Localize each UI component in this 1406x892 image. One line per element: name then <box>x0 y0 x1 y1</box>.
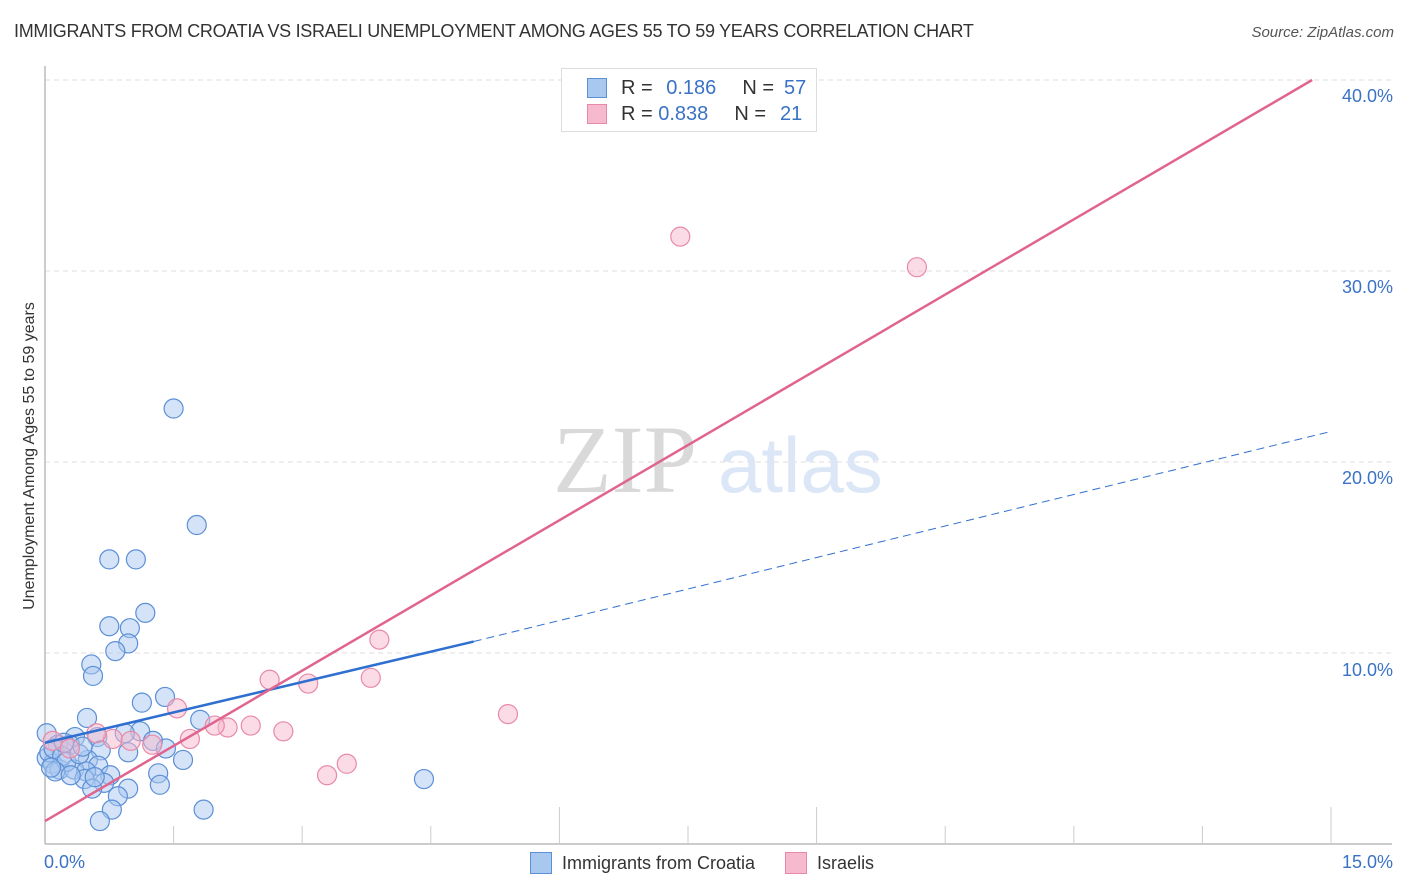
legend-label: Immigrants from Croatia <box>562 852 756 873</box>
data-point <box>273 721 294 742</box>
r-value: 0.186 <box>666 76 717 99</box>
series-legend: Immigrants from Croatia Israelis <box>530 852 904 874</box>
data-point <box>316 765 338 786</box>
chart-title: IMMIGRANTS FROM CROATIA VS ISRAELI UNEMP… <box>14 21 974 41</box>
data-point <box>360 667 381 688</box>
legend-item-israelis[interactable]: Israelis <box>785 852 874 874</box>
swatch-blue-icon <box>587 78 607 98</box>
legend-row-croatia: R = 0.186 N = 57 <box>587 76 806 100</box>
data-point <box>240 715 261 736</box>
legend-label: Israelis <box>817 852 875 873</box>
swatch-pink-icon <box>785 852 808 874</box>
data-point <box>76 707 98 729</box>
data-point <box>204 715 225 736</box>
x-tick-0: 0.0% <box>44 852 86 872</box>
n-label: N = <box>734 102 766 125</box>
y-tick-40: 40.0% <box>1341 86 1393 106</box>
source-credit: Source: ZipAtlas.com <box>1251 24 1394 41</box>
n-label: N = <box>742 76 774 99</box>
data-point <box>193 799 214 820</box>
y-axis-label: Unemployment Among Ages 55 to 59 years <box>21 302 38 610</box>
data-point <box>413 768 435 790</box>
data-point <box>99 549 120 570</box>
data-point <box>142 734 163 755</box>
data-point <box>298 673 319 694</box>
data-point <box>40 757 62 778</box>
data-point <box>149 774 170 795</box>
data-point <box>84 767 105 788</box>
y-tick-30: 30.0% <box>1341 277 1393 297</box>
data-point <box>497 704 519 725</box>
trend-lines <box>44 78 1332 823</box>
data-point <box>336 753 357 774</box>
r-label: R = <box>621 76 653 99</box>
swatch-blue-icon <box>530 852 552 874</box>
y-tick-20: 20.0% <box>1341 468 1393 488</box>
data-point <box>670 226 691 247</box>
n-value: 21 <box>780 102 803 125</box>
gridlines <box>45 79 1392 654</box>
x-tick-15: 15.0% <box>1341 852 1393 872</box>
swatch-pink-icon <box>587 104 607 124</box>
series-israelis-points <box>42 226 928 786</box>
data-point <box>59 738 80 759</box>
data-point <box>163 398 184 419</box>
israelis-trend-line <box>44 78 1313 823</box>
watermark-atlas: atlas <box>718 421 883 509</box>
data-point <box>186 514 207 536</box>
legend-item-croatia[interactable]: Immigrants from Croatia <box>530 852 755 874</box>
data-point <box>131 692 152 713</box>
data-point <box>906 257 928 278</box>
series-croatia-points <box>36 398 435 832</box>
axes <box>44 66 1392 845</box>
data-point <box>82 665 104 687</box>
n-value: 57 <box>784 76 807 99</box>
data-point <box>166 698 188 719</box>
data-point <box>125 549 146 570</box>
r-value: 0.838 <box>658 102 709 125</box>
data-point <box>99 616 120 637</box>
correlation-legend: R = 0.186 N = 57 R = 0.838 N = 21 <box>561 68 817 132</box>
data-point <box>172 749 194 771</box>
data-point <box>120 730 141 751</box>
data-point <box>369 629 390 650</box>
data-point <box>60 765 81 786</box>
croatia-trend-line <box>44 640 474 744</box>
croatia-trend-extension <box>473 430 1332 643</box>
data-point <box>135 602 156 623</box>
data-point <box>105 640 126 662</box>
legend-row-israelis: R = 0.838 N = 21 <box>587 102 802 126</box>
data-point <box>89 810 110 832</box>
r-label: R = <box>621 102 653 125</box>
watermark-zip: ZIP <box>553 406 697 513</box>
watermark: ZIP atlas <box>553 406 883 513</box>
y-tick-10: 10.0% <box>1341 660 1393 680</box>
